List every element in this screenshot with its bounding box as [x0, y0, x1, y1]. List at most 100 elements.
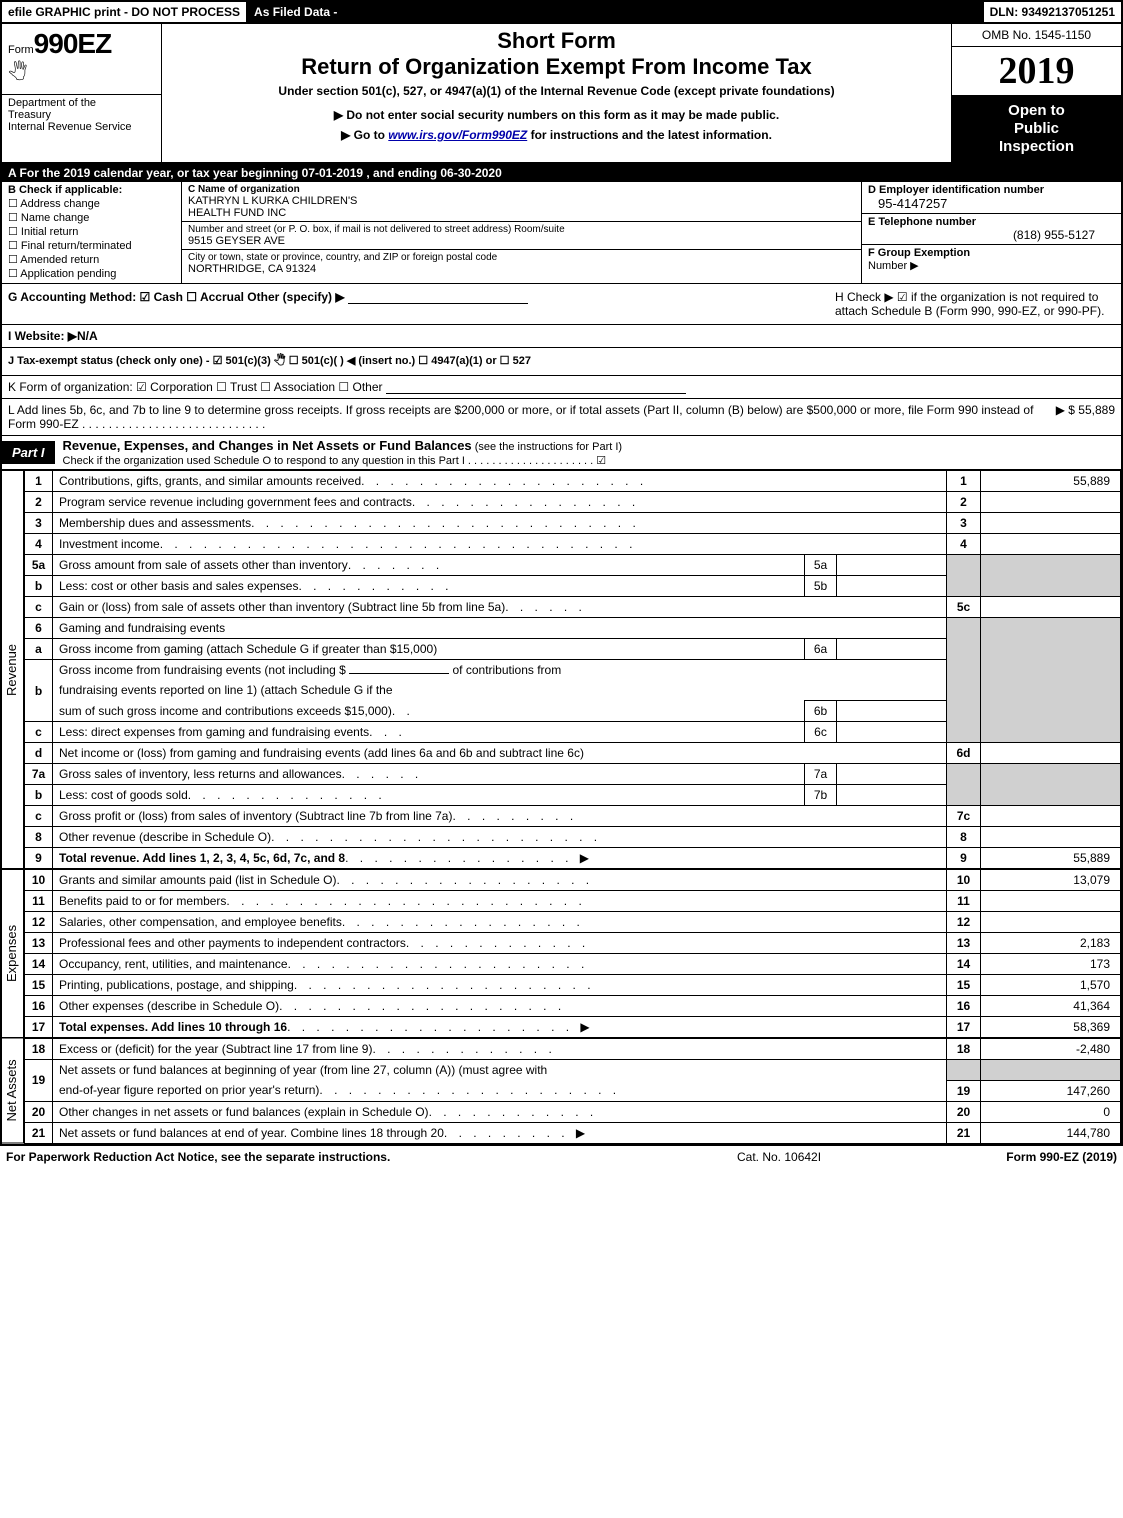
i-website: I Website: ▶N/A: [8, 329, 98, 343]
j-tax-exempt: J Tax-exempt status (check only one) - ☑…: [8, 355, 531, 367]
l13-val: 2,183: [981, 933, 1121, 954]
l1-desc: Contributions, gifts, grants, and simila…: [59, 474, 361, 488]
l12-desc: Salaries, other compensation, and employ…: [59, 915, 342, 929]
l8-val: [981, 827, 1121, 848]
line-19-2: end-of-year figure reported on prior yea…: [25, 1080, 1121, 1101]
l21-num: 21: [25, 1122, 53, 1143]
l5a-sn: 5a: [805, 555, 837, 576]
l7b-num: b: [25, 785, 53, 806]
l6d-num: d: [25, 743, 53, 764]
line-5a: 5a Gross amount from sale of assets othe…: [25, 555, 1121, 576]
c-name-block: C Name of organization KATHRYN L KURKA C…: [182, 182, 861, 222]
l15-rn: 15: [947, 975, 981, 996]
l7a-num: 7a: [25, 764, 53, 785]
l4-desc: Investment income: [59, 537, 160, 551]
l5a-sv: [837, 555, 947, 576]
open-to-public: Open to Public Inspection: [952, 96, 1121, 162]
l18-num: 18: [25, 1039, 53, 1060]
l15-num: 15: [25, 975, 53, 996]
header-center: Short Form Return of Organization Exempt…: [162, 24, 951, 162]
e-phone-block: E Telephone number (818) 955-5127: [862, 214, 1121, 245]
l21-val: 144,780: [981, 1122, 1121, 1143]
l6d-val: [981, 743, 1121, 764]
goto-link[interactable]: www.irs.gov/Form990EZ: [388, 128, 527, 142]
l16-val: 41,364: [981, 996, 1121, 1017]
l17-desc: Total expenses. Add lines 10 through 16: [59, 1020, 287, 1034]
line-8: 8 Other revenue (describe in Schedule O)…: [25, 827, 1121, 848]
line-a: A For the 2019 calendar year, or tax yea…: [2, 164, 1121, 182]
line-3: 3 Membership dues and assessments . . . …: [25, 513, 1121, 534]
omb-number: OMB No. 1545-1150: [952, 24, 1121, 47]
l7a-sv: [837, 764, 947, 785]
org-name-1: KATHRYN L KURKA CHILDREN'S: [188, 195, 855, 207]
section-i: I Website: ▶N/A: [2, 325, 1121, 348]
form-container: efile GRAPHIC print - DO NOT PROCESS As …: [0, 0, 1123, 1146]
l9-val: 55,889: [981, 848, 1121, 869]
l7c-val: [981, 806, 1121, 827]
l6c-sv: [837, 722, 947, 743]
l6-num: 6: [25, 618, 53, 639]
l18-rn: 18: [947, 1039, 981, 1060]
section-g-h: G Accounting Method: ☑ Cash ☐ Accrual Ot…: [2, 284, 1121, 325]
line-17: 17 Total expenses. Add lines 10 through …: [25, 1017, 1121, 1038]
l5b-num: b: [25, 576, 53, 597]
l6a-sn: 6a: [805, 639, 837, 660]
l5c-desc: Gain or (loss) from sale of assets other…: [59, 600, 505, 614]
chk-final-return[interactable]: ☐ Final return/terminated: [8, 239, 175, 252]
l8-rn: 8: [947, 827, 981, 848]
line-13: 13 Professional fees and other payments …: [25, 933, 1121, 954]
l6-desc: Gaming and fundraising events: [53, 618, 947, 639]
chk-name-change[interactable]: ☐ Name change: [8, 211, 175, 224]
line-19-1: 19 Net assets or fund balances at beginn…: [25, 1060, 1121, 1081]
l6a-sv: [837, 639, 947, 660]
l4-val: [981, 534, 1121, 555]
netassets-section: Net Assets 18 Excess or (deficit) for th…: [2, 1038, 1121, 1144]
l3-num: 3: [25, 513, 53, 534]
l1-val: 55,889: [981, 471, 1121, 492]
l10-num: 10: [25, 870, 53, 891]
top-bar: efile GRAPHIC print - DO NOT PROCESS As …: [2, 2, 1121, 24]
footer: For Paperwork Reduction Act Notice, see …: [0, 1146, 1123, 1168]
chk-amended-return[interactable]: ☐ Amended return: [8, 253, 175, 266]
l-text: L Add lines 5b, 6c, and 7b to line 9 to …: [8, 403, 1056, 431]
l10-desc: Grants and similar amounts paid (list in…: [59, 873, 336, 887]
chk-initial-return[interactable]: ☐ Initial return: [8, 225, 175, 238]
l3-rn: 3: [947, 513, 981, 534]
chk-application-pending[interactable]: ☐ Application pending: [8, 267, 175, 280]
l19-rn: 19: [947, 1080, 981, 1101]
l16-rn: 16: [947, 996, 981, 1017]
city-value: NORTHRIDGE, CA 91324: [188, 263, 855, 275]
l6c-desc: Less: direct expenses from gaming and fu…: [59, 725, 369, 739]
l17-num: 17: [25, 1017, 53, 1038]
line-1: 1 Contributions, gifts, grants, and simi…: [25, 471, 1121, 492]
footer-left: For Paperwork Reduction Act Notice, see …: [6, 1150, 737, 1164]
k-other-blank[interactable]: [386, 393, 686, 394]
l9-num: 9: [25, 848, 53, 869]
line-16: 16 Other expenses (describe in Schedule …: [25, 996, 1121, 1017]
revenue-side-label: Revenue: [2, 470, 24, 869]
f-label: F Group Exemption: [868, 247, 970, 259]
l5b-desc: Less: cost or other basis and sales expe…: [59, 579, 298, 593]
l7a-sn: 7a: [805, 764, 837, 785]
l8-desc: Other revenue (describe in Schedule O): [59, 830, 271, 844]
g-other-blank[interactable]: [348, 303, 528, 304]
netassets-side-label: Net Assets: [2, 1038, 24, 1144]
line-6: 6 Gaming and fundraising events: [25, 618, 1121, 639]
g-label: G Accounting Method: ☑ Cash ☐ Accrual Ot…: [8, 290, 345, 304]
chk-address-change[interactable]: ☐ Address change: [8, 197, 175, 210]
l2-desc: Program service revenue including govern…: [59, 495, 412, 509]
h-check: H Check ▶ ☑ if the organization is not r…: [835, 290, 1115, 318]
tax-year: 2019: [952, 47, 1121, 96]
section-j: J Tax-exempt status (check only one) - ☑…: [2, 348, 1121, 376]
phone-value: (818) 955-5127: [868, 228, 1115, 242]
expenses-side-label: Expenses: [2, 869, 24, 1038]
goto-pre: ▶ Go to: [341, 128, 388, 142]
footer-right: Form 990-EZ (2019): [937, 1150, 1117, 1164]
l14-num: 14: [25, 954, 53, 975]
city-label: City or town, state or province, country…: [188, 252, 855, 263]
line-20: 20 Other changes in net assets or fund b…: [25, 1101, 1121, 1122]
l14-val: 173: [981, 954, 1121, 975]
l14-rn: 14: [947, 954, 981, 975]
l6a-desc: Gross income from gaming (attach Schedul…: [53, 639, 805, 660]
l16-desc: Other expenses (describe in Schedule O): [59, 999, 279, 1013]
